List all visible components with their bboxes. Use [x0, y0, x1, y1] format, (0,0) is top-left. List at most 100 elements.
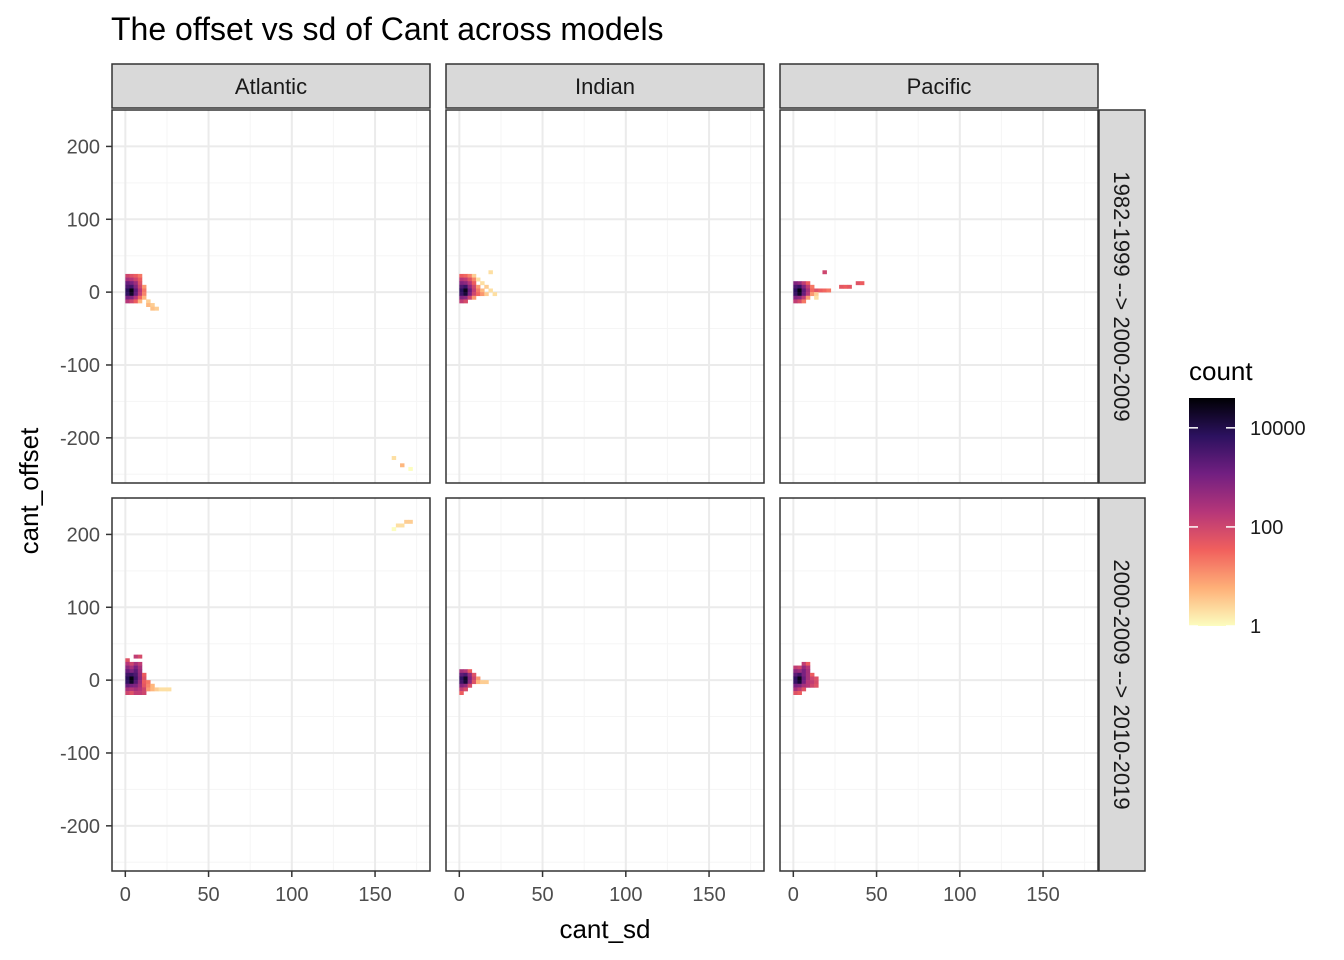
heatmap-tile: [137, 284, 143, 289]
heatmap-tile: [463, 672, 468, 677]
legend-title: count: [1189, 356, 1253, 386]
heatmap-tile: [797, 665, 802, 670]
row-strip: [1098, 497, 1146, 872]
panel-border: [445, 497, 765, 872]
heatmap-tile: [855, 281, 861, 286]
heatmap-tile: [133, 281, 139, 286]
heatmap-tile: [467, 277, 473, 282]
heatmap-tile: [133, 273, 139, 278]
heatmap-tile: [809, 284, 815, 289]
heatmap-tile: [467, 680, 473, 685]
heatmap-tile: [150, 303, 155, 307]
legend-break-label: 1: [1250, 616, 1261, 638]
heatmap-tile: [801, 292, 807, 297]
heatmap-tile: [459, 683, 464, 688]
heatmap-tile: [133, 284, 139, 289]
legend-break-label: 100: [1250, 517, 1283, 539]
heatmap-tile: [463, 295, 468, 300]
heatmap-tile: [480, 680, 485, 685]
heatmap-tile: [801, 683, 807, 688]
x-tick-label: 0: [120, 884, 131, 906]
heatmap-tile: [793, 288, 798, 293]
x-tick-label: 150: [692, 884, 725, 906]
heatmap-tile: [471, 281, 477, 286]
heatmap-tile: [463, 284, 468, 289]
heatmap-tile: [809, 676, 815, 681]
heatmap-tile: [805, 676, 811, 681]
heatmap-tile: [801, 284, 807, 289]
heatmap-tile: [141, 683, 147, 688]
heatmap-tile: [459, 691, 464, 695]
heatmap-tile: [793, 676, 798, 681]
heatmap-tile: [133, 687, 139, 692]
axes: 200 100 0 -100 -200 200 100 0 -100 -200 0 50 100 150 0…: [60, 136, 1060, 906]
heatmap-tile: [137, 295, 143, 300]
heatmap-tile: [137, 672, 143, 677]
y-tick-label: 0: [89, 282, 100, 304]
heatmap-tile: [137, 277, 143, 282]
heatmap-tile: [463, 292, 468, 297]
heatmap-tile: [814, 676, 819, 681]
heatmap-tile: [129, 665, 134, 670]
heatmap-tile: [129, 288, 134, 293]
y-axis-title: cant_offset: [14, 427, 44, 555]
heatmap-tile: [400, 463, 405, 468]
heatmap-tile: [133, 292, 139, 297]
column-strip: [111, 63, 431, 109]
heatmap-tile: [801, 672, 807, 677]
heatmap-tile: [129, 277, 134, 282]
heatmap-tile: [471, 676, 477, 681]
heatmap-tile: [797, 676, 802, 681]
heatmap-tile: [129, 299, 134, 304]
heatmap-tile: [125, 299, 130, 304]
panel-background: [112, 498, 430, 871]
heatmap-tile: [843, 284, 848, 289]
heatmap-tile: [805, 288, 811, 293]
heatmap-tile: [166, 687, 172, 692]
heatmap-tile: [467, 676, 473, 681]
heatmap-tile: [471, 273, 477, 278]
heatmap-tile: [463, 680, 468, 685]
heatmap-tile: [801, 665, 807, 670]
heatmap-tile: [463, 288, 468, 293]
heatmap-tile: [793, 672, 798, 677]
heatmap-tile: [150, 683, 155, 688]
facet-panel: [446, 110, 764, 483]
heatmap-tile: [801, 669, 807, 674]
heatmap-tile: [459, 669, 464, 674]
heatmap-tile: [141, 691, 147, 695]
heatmap-tile: [459, 299, 464, 304]
heatmap-tile: [463, 299, 468, 304]
legend-break-label: 10000: [1250, 418, 1306, 440]
heatmap-tile: [805, 284, 811, 289]
heatmap-tile: [793, 281, 798, 286]
row-strip-label: 1982-1999 --> 2000-2009: [1109, 171, 1134, 421]
facet-panels: Atlantic Indian Pacific 1982-1999 --> 2000-…: [111, 63, 1146, 872]
heatmap-tile: [463, 687, 468, 692]
heatmap-tile: [488, 288, 493, 293]
heatmap-tile: [133, 288, 139, 293]
x-tick-label: 150: [1026, 884, 1059, 906]
heatmap-tile: [129, 273, 134, 278]
heatmap-tile: [459, 292, 464, 297]
heatmap-tile: [137, 683, 143, 688]
x-tick-label: 50: [865, 884, 887, 906]
facet-panel: [112, 110, 430, 483]
heatmap-tile: [467, 284, 473, 289]
heatmap-tile: [125, 288, 130, 293]
heatmap-tile: [814, 288, 819, 293]
heatmap-tile: [814, 295, 819, 300]
heatmap-tile: [809, 683, 815, 688]
heatmap-tile: [797, 687, 802, 692]
heatmap-tile: [809, 288, 815, 293]
heatmap-tile: [129, 672, 134, 677]
heatmap-tile: [125, 680, 130, 685]
heatmap-tile: [129, 691, 134, 695]
heatmap-tile: [459, 281, 464, 286]
y-tick-label: 200: [67, 524, 100, 546]
heatmap-tile: [146, 683, 151, 688]
panel-background: [446, 498, 764, 871]
facet-panel: [112, 498, 430, 871]
heatmap-tile: [125, 669, 130, 674]
